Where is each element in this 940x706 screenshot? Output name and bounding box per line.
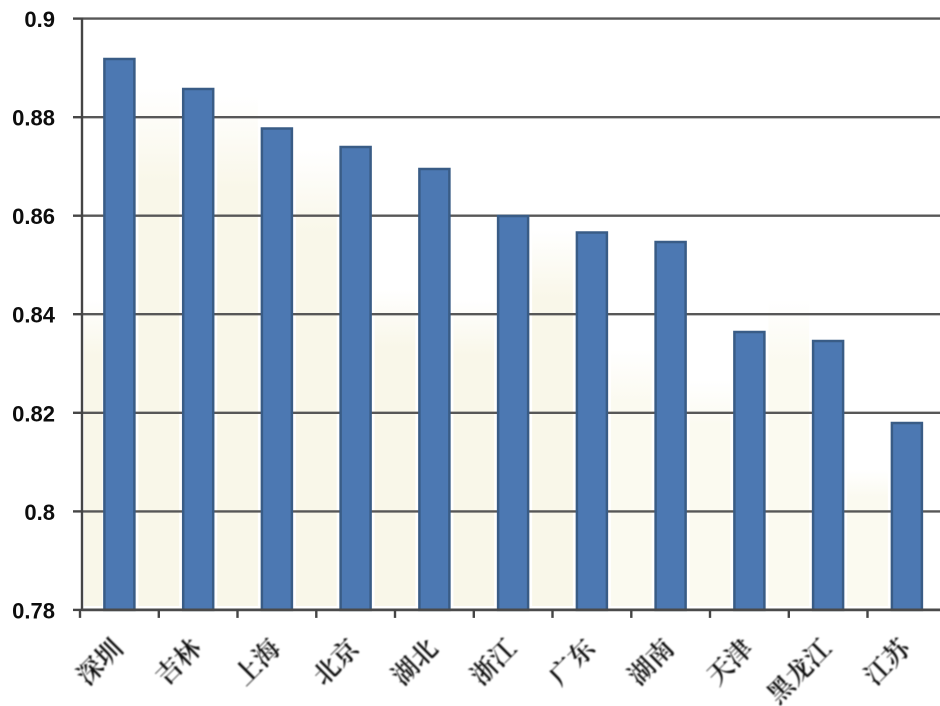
svg-text:0.84: 0.84: [12, 303, 56, 328]
svg-text:0.86: 0.86: [12, 204, 55, 229]
svg-text:0.8: 0.8: [24, 500, 55, 525]
svg-text:0.78: 0.78: [12, 598, 55, 623]
svg-text:0.9: 0.9: [24, 7, 55, 32]
svg-text:0.82: 0.82: [12, 401, 55, 426]
svg-text:0.88: 0.88: [12, 106, 55, 131]
